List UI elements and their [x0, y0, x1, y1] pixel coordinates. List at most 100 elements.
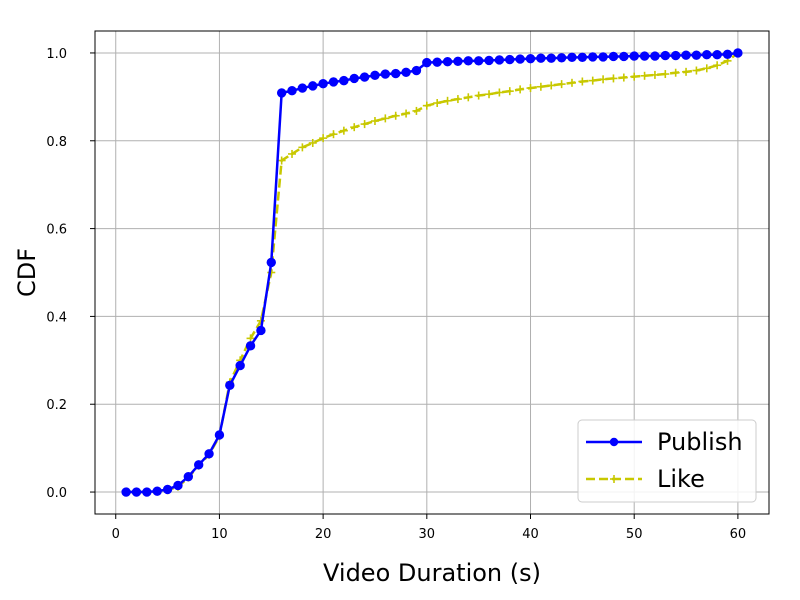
x-tick-label: 50 — [626, 527, 643, 542]
y-tick-label: 0.0 — [46, 486, 67, 501]
legend: Publish Like — [577, 419, 757, 503]
x-tick-label: 30 — [419, 527, 436, 542]
like-data-point — [412, 106, 421, 115]
publish-data-point — [691, 50, 702, 60]
like-data-point — [547, 81, 556, 90]
like-data-point — [692, 66, 701, 75]
x-tick-label: 0 — [112, 527, 120, 542]
publish-data-point — [266, 257, 276, 268]
like-data-point — [350, 123, 359, 132]
publish-data-point — [598, 52, 608, 62]
publish-data-point — [359, 72, 370, 82]
x-tick-label: 10 — [211, 527, 228, 542]
y-tick-label: 0.2 — [46, 398, 67, 413]
like-data-point — [505, 87, 514, 96]
legend-publish-label: Publish — [657, 428, 743, 456]
like-data-point — [370, 117, 379, 126]
y-tick-label: 1.0 — [46, 47, 67, 62]
publish-data-point — [287, 86, 297, 96]
like-data-point — [360, 120, 369, 129]
publish-data-point — [401, 67, 411, 77]
like-data-point — [453, 95, 462, 104]
like-data-point — [578, 77, 587, 86]
like-data-point — [557, 80, 566, 89]
like-data-point — [329, 130, 338, 139]
publish-data-point — [494, 55, 505, 65]
publish-data-point — [567, 52, 577, 63]
y-tick-label: 0.8 — [46, 135, 67, 150]
publish-data-point — [432, 57, 442, 67]
publish-data-point — [297, 83, 308, 93]
like-data-point — [630, 72, 639, 81]
like-data-point — [298, 143, 307, 152]
publish-data-point — [349, 73, 359, 84]
legend-like-label: Like — [657, 465, 705, 493]
publish-data-point — [588, 52, 598, 62]
publish-data-point — [391, 68, 401, 79]
publish-data-point — [473, 56, 484, 66]
publish-data-point — [204, 449, 214, 459]
like-data-point — [288, 149, 297, 158]
like-data-point — [495, 88, 504, 97]
like-data-point — [485, 90, 494, 99]
like-data-point — [381, 114, 390, 123]
publish-data-point — [702, 50, 712, 60]
publish-data-point — [370, 70, 380, 81]
publish-data-point — [142, 487, 152, 497]
tick-layer: 0 10 20 30 40 50 60 0.0 0.2 0.4 0.6 0.8 1.0 — [46, 47, 746, 542]
like-data-point — [526, 84, 535, 93]
x-axis-label: Video Duration (s) — [323, 559, 541, 587]
publish-data-point — [577, 52, 588, 63]
publish-data-point — [681, 50, 691, 60]
like-data-point — [443, 96, 452, 105]
publish-data-point — [183, 471, 194, 482]
publish-data-point — [463, 56, 473, 66]
publish-data-point — [214, 430, 225, 440]
like-data-point — [536, 82, 545, 91]
like-data-point — [339, 126, 348, 135]
publish-data-point — [453, 56, 463, 66]
publish-data-point — [276, 88, 287, 98]
publish-data-point — [608, 51, 619, 62]
publish-data-point — [173, 480, 183, 491]
publish-data-point — [245, 341, 256, 351]
like-data-point — [588, 76, 597, 85]
like-data-point — [640, 71, 649, 80]
like-data-point — [402, 109, 411, 118]
publish-data-point — [339, 75, 349, 86]
like-data-point — [422, 101, 431, 110]
plot-frame — [94, 30, 770, 515]
x-tick-label: 60 — [730, 527, 747, 542]
publish-data-point — [380, 69, 391, 79]
publish-data-point — [484, 55, 494, 66]
publish-data-point — [193, 460, 204, 470]
publish-data-point — [733, 48, 743, 58]
publish-data-point — [639, 51, 650, 61]
like-data-point — [661, 70, 670, 79]
legend-publish-marker — [609, 437, 619, 447]
publish-data-point — [505, 54, 515, 65]
publish-data-point — [308, 81, 318, 91]
publish-data-point — [121, 487, 131, 497]
publish-data-point — [162, 484, 173, 495]
y-axis-label: CDF — [13, 248, 41, 297]
x-tick-label: 20 — [315, 527, 332, 542]
publish-data-point — [629, 51, 639, 61]
y-tick-label: 0.6 — [46, 223, 67, 238]
like-data-point — [516, 85, 525, 94]
legend-like-marker — [610, 475, 618, 483]
like-data-point — [246, 334, 255, 343]
publish-data-point — [442, 57, 453, 67]
like-data-point — [619, 73, 628, 82]
like-data-point — [433, 99, 442, 108]
publish-data-point — [131, 487, 142, 497]
publish-data-point — [328, 77, 339, 87]
like-data-point — [391, 111, 400, 120]
publish-data-point — [546, 53, 556, 63]
like-data-point — [599, 75, 608, 84]
like-data-point — [319, 134, 328, 143]
publish-data-point — [256, 325, 266, 336]
publish-data-point — [556, 53, 567, 63]
publish-data-point — [411, 65, 422, 76]
